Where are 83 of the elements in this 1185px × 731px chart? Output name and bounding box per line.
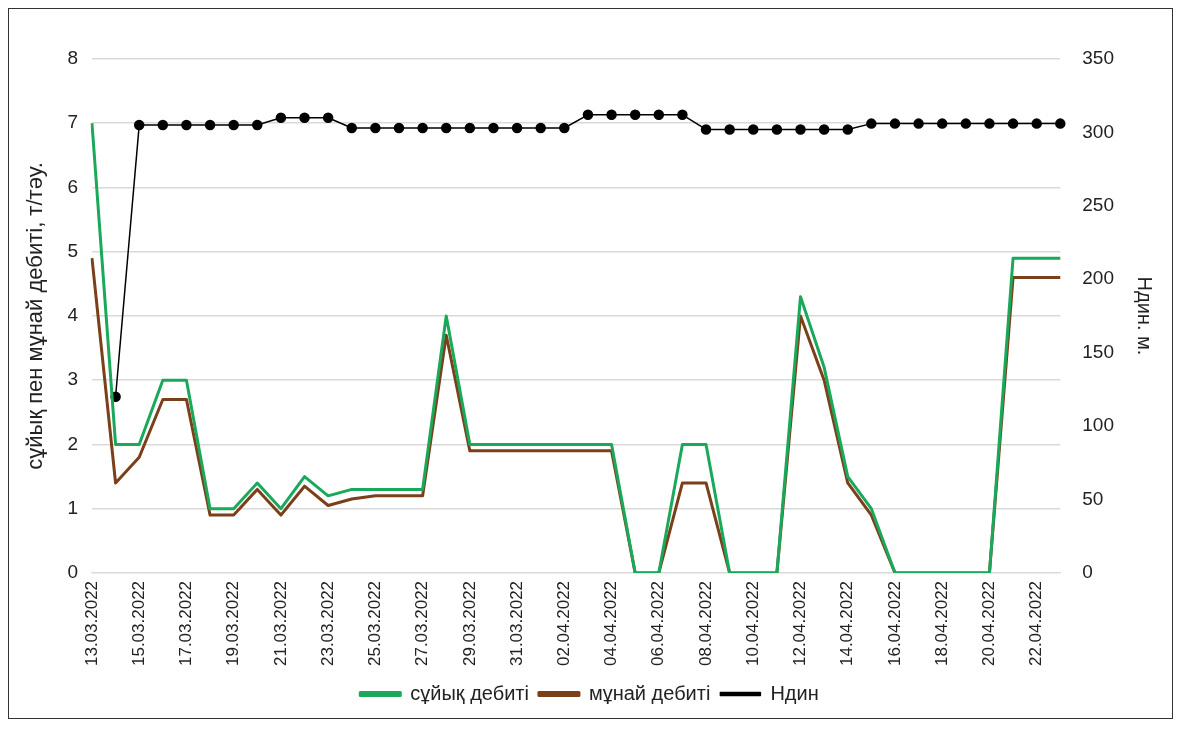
x-tick-label: 25.03.2022 bbox=[365, 580, 385, 667]
point bbox=[606, 109, 617, 121]
point bbox=[677, 109, 688, 121]
point bbox=[299, 112, 310, 123]
point bbox=[1055, 118, 1066, 129]
x-tick-label: 31.03.2022 bbox=[506, 580, 526, 667]
y-tick-label: 2 bbox=[67, 432, 78, 454]
point bbox=[629, 109, 641, 121]
y2-tick-label: 0 bbox=[1082, 561, 1093, 583]
point bbox=[1031, 118, 1042, 129]
y-axis-title: сұйық пен мұнай дебиті, т/тәу. bbox=[22, 162, 48, 470]
x-tick-label: 18.04.2022 bbox=[931, 580, 951, 667]
point bbox=[842, 124, 853, 135]
x-tick-label: 15.03.2022 bbox=[128, 580, 148, 667]
point bbox=[535, 122, 546, 134]
x-tick-label: 29.03.2022 bbox=[459, 580, 479, 667]
point bbox=[440, 122, 452, 134]
x-tick-label: 10.04.2022 bbox=[742, 580, 762, 667]
point bbox=[724, 124, 735, 135]
point bbox=[204, 119, 216, 131]
x-tick-label: 04.04.2022 bbox=[601, 580, 621, 667]
x-tick-label: 08.04.2022 bbox=[695, 580, 715, 667]
point bbox=[370, 122, 381, 134]
legend-label: сұйық дебиті bbox=[410, 681, 529, 704]
y-tick-label: 3 bbox=[67, 368, 78, 390]
x-tick-label: 19.03.2022 bbox=[223, 580, 243, 667]
point bbox=[417, 122, 428, 134]
x-tick-label: 02.04.2022 bbox=[554, 580, 574, 667]
y-tick-label: 6 bbox=[67, 175, 78, 197]
point bbox=[511, 122, 523, 134]
point bbox=[275, 112, 287, 123]
y2-tick-label: 50 bbox=[1082, 487, 1104, 509]
y-tick-label: 8 bbox=[67, 47, 78, 69]
x-tick-label: 22.04.2022 bbox=[1026, 580, 1046, 667]
point bbox=[1007, 118, 1019, 129]
point bbox=[700, 124, 712, 135]
point bbox=[464, 122, 476, 134]
x-tick-label: 14.04.2022 bbox=[837, 580, 857, 667]
y-tick-label: 5 bbox=[67, 239, 78, 261]
point bbox=[157, 119, 169, 131]
x-tick-label: 17.03.2022 bbox=[176, 580, 196, 667]
point bbox=[866, 118, 877, 129]
point bbox=[748, 124, 759, 135]
y2-tick-label: 300 bbox=[1082, 120, 1114, 142]
point bbox=[936, 118, 948, 129]
point bbox=[889, 118, 901, 129]
point bbox=[771, 124, 783, 135]
y2-axis-title: Ндин. м. bbox=[1134, 276, 1157, 356]
point bbox=[393, 122, 405, 134]
point bbox=[252, 119, 263, 131]
point bbox=[133, 119, 145, 131]
legend-label: мұнай дебиті bbox=[588, 681, 711, 704]
y2-tick-label: 150 bbox=[1082, 340, 1114, 362]
point bbox=[228, 119, 239, 131]
point bbox=[795, 124, 806, 135]
point bbox=[181, 119, 192, 131]
point bbox=[653, 109, 665, 121]
x-tick-label: 20.04.2022 bbox=[979, 580, 999, 667]
point bbox=[960, 118, 972, 129]
x-tick-label: 23.03.2022 bbox=[317, 580, 337, 667]
point bbox=[322, 112, 334, 123]
x-tick-label: 27.03.2022 bbox=[412, 580, 432, 667]
y2-tick-label: 350 bbox=[1082, 47, 1114, 69]
point bbox=[346, 122, 358, 134]
y2-tick-label: 200 bbox=[1082, 267, 1114, 289]
y2-tick-label: 100 bbox=[1082, 414, 1114, 436]
y-tick-label: 0 bbox=[67, 561, 78, 583]
x-tick-label: 21.03.2022 bbox=[270, 580, 290, 667]
point bbox=[913, 118, 924, 129]
point bbox=[984, 118, 995, 129]
x-tick-label: 12.04.2022 bbox=[790, 580, 810, 667]
x-tick-label: 13.03.2022 bbox=[81, 580, 101, 667]
point bbox=[488, 122, 499, 134]
x-tick-label: 06.04.2022 bbox=[648, 580, 668, 667]
point bbox=[582, 109, 594, 121]
x-tick-label: 16.04.2022 bbox=[884, 580, 904, 667]
point bbox=[559, 122, 570, 134]
y-tick-label: 1 bbox=[67, 496, 78, 518]
legend-label: Ндин bbox=[770, 681, 819, 704]
y-tick-label: 4 bbox=[67, 304, 79, 326]
point bbox=[818, 124, 830, 135]
y2-tick-label: 250 bbox=[1082, 194, 1114, 216]
y-tick-label: 7 bbox=[67, 111, 78, 133]
